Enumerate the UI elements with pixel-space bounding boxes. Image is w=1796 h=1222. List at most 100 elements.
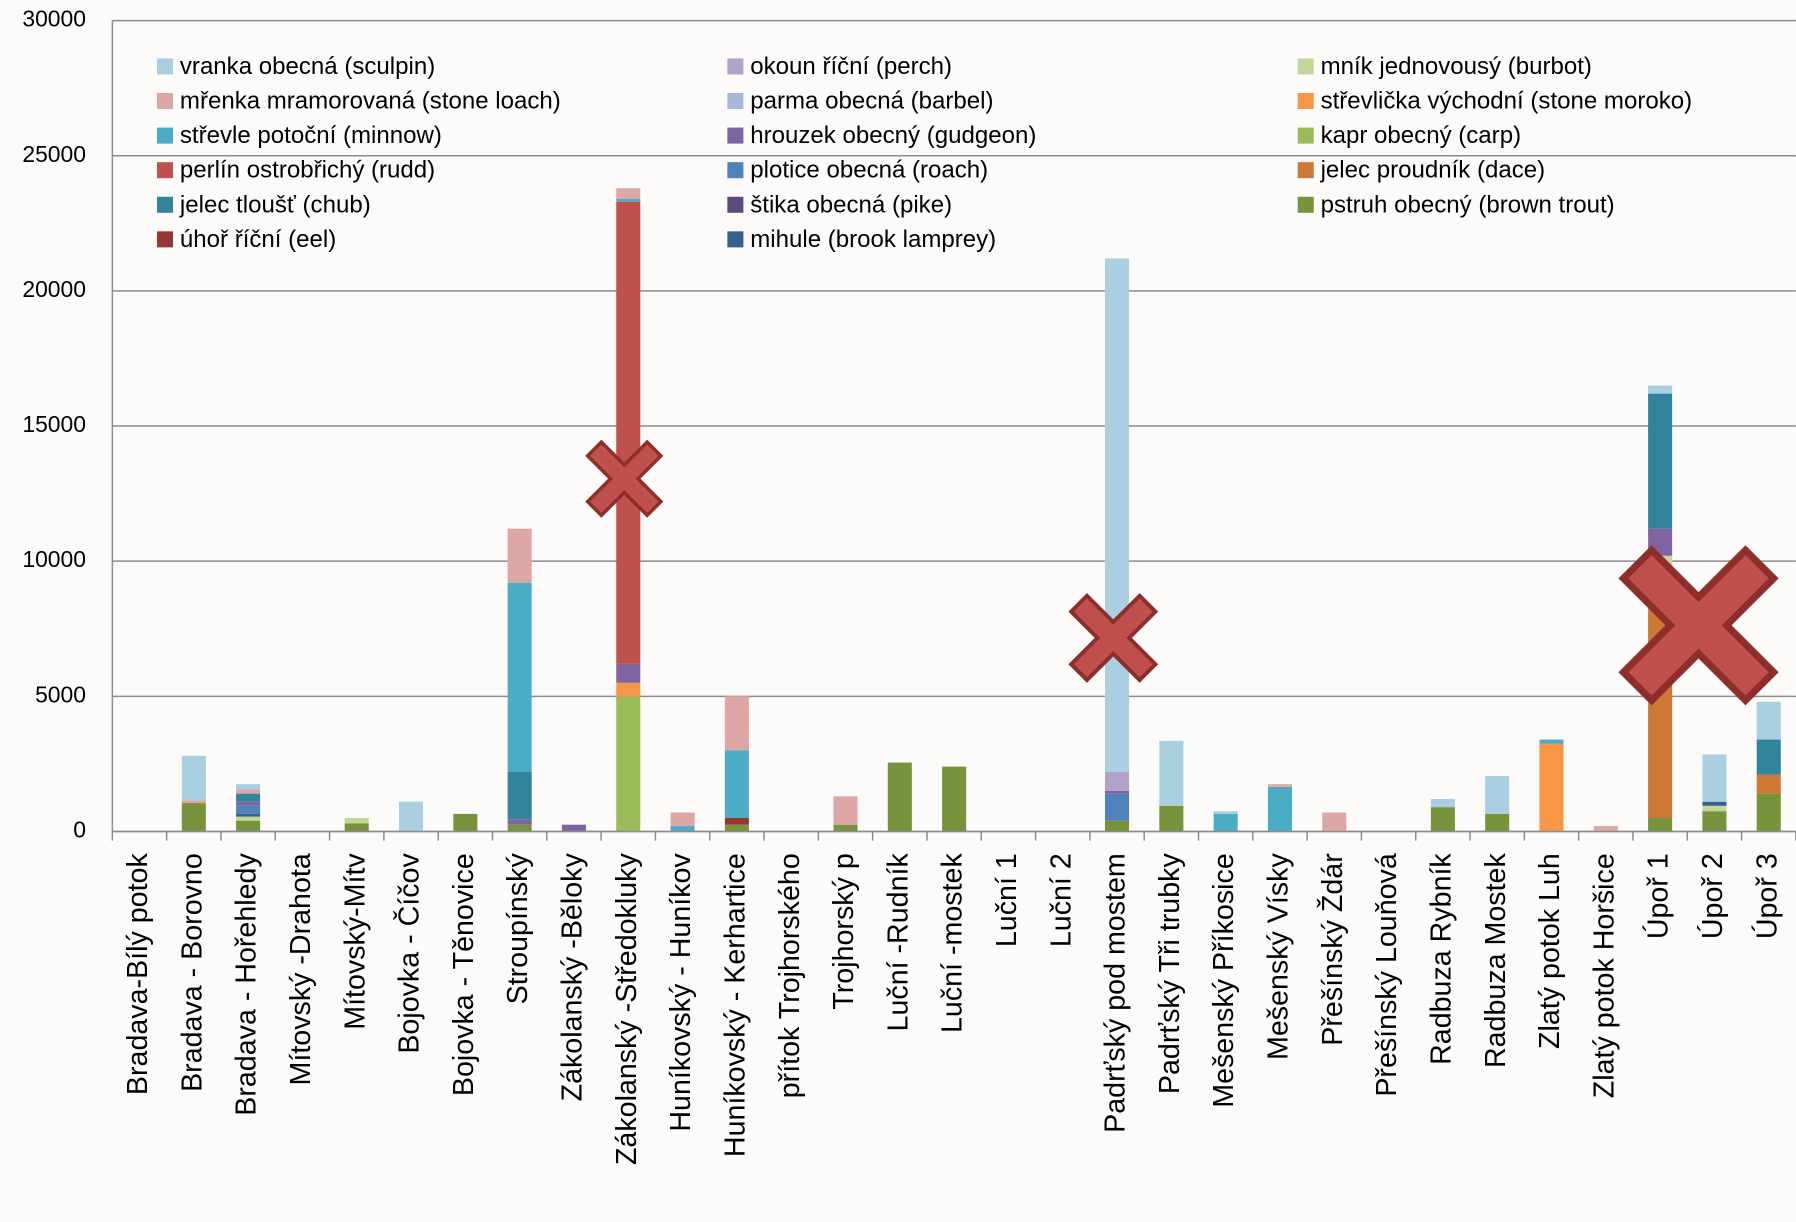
- bar-segment: [507, 582, 532, 773]
- legend-swatch: [727, 231, 744, 248]
- legend-swatch: [1297, 196, 1314, 213]
- legend-label: mřenka mramorovaná (stone loach): [180, 88, 561, 115]
- legend-swatch: [1297, 127, 1314, 144]
- legend-label: pstruh obecný (brown trout): [1321, 191, 1615, 218]
- bar-segment: [181, 803, 206, 832]
- x-tick-label: Mítovský -Drahota: [285, 853, 317, 1085]
- legend-swatch: [157, 92, 174, 110]
- legend-swatch: [727, 196, 744, 213]
- bar-segment: [616, 663, 641, 683]
- bar-segment: [1539, 743, 1564, 832]
- x-tick-label: Bradava - Borovno: [176, 853, 208, 1092]
- bar-segment: [724, 824, 749, 832]
- bar-segment: [344, 817, 369, 824]
- bar-segment: [1702, 811, 1727, 832]
- bar-segment: [616, 201, 641, 664]
- x-tick-label: Zákolanský -Běloky: [557, 853, 589, 1102]
- x-tick-label: Luční 2: [1045, 853, 1077, 947]
- x-tick-label: Mešenský Vísky: [1263, 853, 1295, 1060]
- x-tick-label: Zákolanský -Středokluky: [611, 853, 643, 1166]
- x-tick-label: Radbuza Mostek: [1480, 853, 1512, 1068]
- bar-segment: [1213, 813, 1238, 832]
- legend-label: hrouzek obecný (gudgeon): [750, 122, 1036, 149]
- y-tick-label: 20000: [22, 276, 86, 302]
- bar-segment: [453, 813, 478, 832]
- bar-segment: [1702, 801, 1727, 806]
- x-tick-label: Bojovka - Číčov: [392, 853, 426, 1054]
- x-tick-label: Přešínský Ždár: [1316, 853, 1349, 1046]
- cross-mark: [585, 439, 664, 518]
- bar-segment: [399, 801, 424, 832]
- bar-segment: [833, 824, 858, 832]
- bar-segment: [887, 762, 912, 832]
- bar-segment: [1213, 811, 1238, 814]
- x-tick-label: Bradava-Bílý potok: [122, 853, 154, 1096]
- bar-segment: [236, 820, 261, 832]
- bar-segment: [616, 696, 641, 832]
- bar-segment: [181, 755, 206, 801]
- bar-segment: [670, 826, 695, 832]
- legend-label: jelec proudník (dace): [1320, 157, 1546, 184]
- legend-swatch: [727, 127, 744, 144]
- x-tick-label: Úpoř 3: [1750, 853, 1783, 939]
- legend-swatch: [157, 127, 174, 144]
- bar-segment: [344, 823, 369, 832]
- bar-segment: [1648, 393, 1673, 529]
- bar-segment: [1322, 812, 1347, 832]
- y-tick-label: 30000: [22, 6, 86, 32]
- bar-segment: [507, 528, 532, 583]
- x-tick-label: Bojovka - Těnovice: [448, 853, 480, 1096]
- legend-label: štika obecná (pike): [750, 191, 952, 218]
- cross-mark: [1618, 545, 1779, 706]
- bar-segment: [942, 766, 967, 832]
- y-tick-label: 25000: [22, 141, 86, 167]
- legend-swatch: [1297, 162, 1314, 179]
- bar-segment: [1756, 739, 1781, 775]
- bar-segment: [616, 199, 641, 202]
- y-tick-label: 10000: [22, 546, 86, 572]
- legend-swatch: [727, 162, 744, 179]
- legend-label: úhoř říční (eel): [180, 226, 336, 253]
- bar-segment: [236, 813, 261, 817]
- legend-swatch: [157, 231, 174, 248]
- bar-segment: [1485, 776, 1510, 814]
- bar-segment: [1702, 754, 1727, 802]
- legend-swatch: [157, 162, 174, 179]
- bar-segment: [561, 824, 586, 832]
- bar-segment: [670, 812, 695, 827]
- bar-segment: [236, 784, 261, 790]
- bar-segment: [1105, 772, 1130, 791]
- bar-segment: [833, 796, 858, 825]
- x-tick-label: Stroupínský: [502, 853, 534, 1005]
- bar-segment: [724, 696, 749, 751]
- x-tick-label: Padrťský Tři trubky: [1154, 853, 1186, 1095]
- bar-segment: [1105, 820, 1130, 832]
- bar-segment: [1267, 786, 1292, 832]
- bar-segment: [507, 772, 532, 820]
- bar-segment: [1267, 784, 1292, 787]
- bar-segment: [236, 789, 261, 794]
- bar-segment: [1702, 805, 1727, 812]
- x-tick-label: Mítovský-Mítv: [339, 853, 371, 1030]
- bar-segment: [181, 800, 206, 804]
- bar-segment: [616, 188, 641, 200]
- bar-segment: [1539, 739, 1564, 744]
- x-tick-label: Úpoř 1: [1642, 853, 1675, 939]
- bar-segment: [1756, 774, 1781, 794]
- y-tick-label: 15000: [22, 411, 86, 437]
- bar-segment: [1105, 258, 1130, 773]
- bar-segment: [507, 819, 532, 825]
- bar-segment: [1648, 817, 1673, 832]
- bar-segment: [1756, 701, 1781, 740]
- plot: 0 5000 10000 15000 20000 25000 30000 Bradava-Bí…: [22, 6, 1796, 1165]
- bar-segment: [616, 682, 641, 697]
- x-tick-label: Luční -Rudník: [882, 853, 914, 1032]
- legend-label: mihule (brook lamprey): [750, 226, 996, 253]
- legend-swatch: [727, 92, 744, 110]
- bar-segment: [1430, 807, 1455, 832]
- bar-segment: [1159, 805, 1184, 832]
- y-tick-label: 5000: [35, 681, 86, 707]
- bar-segment: [1485, 813, 1510, 832]
- x-tick-label: Zlatý potok Luh: [1534, 853, 1566, 1049]
